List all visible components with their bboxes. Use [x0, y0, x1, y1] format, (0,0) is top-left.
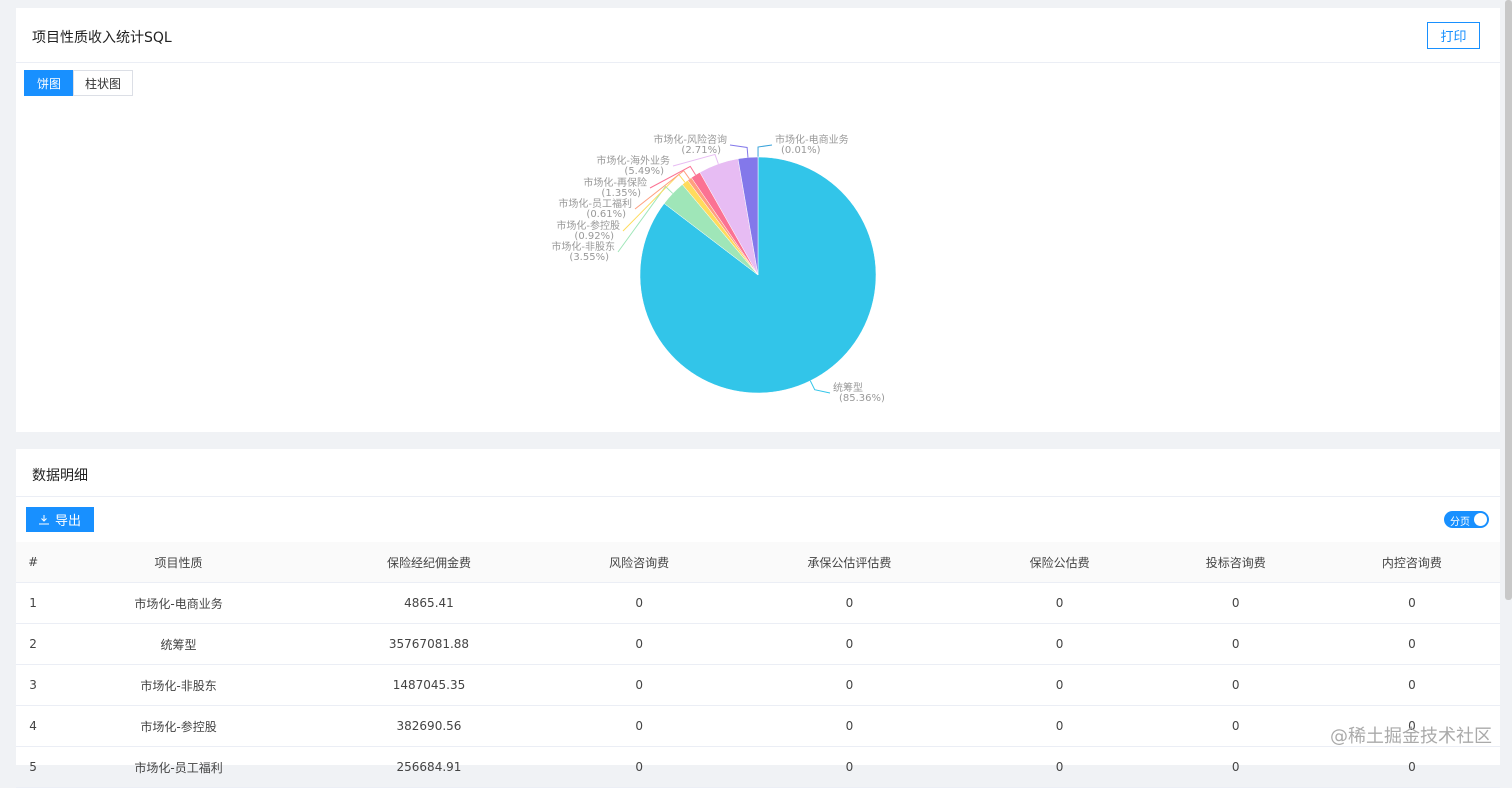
table-cell: 0	[551, 624, 727, 665]
table-cell: 1	[16, 583, 50, 624]
table-cell: 0	[727, 624, 971, 665]
table-cell: 0	[551, 583, 727, 624]
table-cell: 5	[16, 747, 50, 788]
download-icon	[39, 515, 49, 525]
pie-chart: 市场化-电商业务(0.01%)统筹型(85.36%)市场化-非股东(3.55%)…	[16, 8, 1500, 432]
table-cell: 市场化-电商业务	[50, 583, 307, 624]
table-cell: 382690.56	[307, 706, 551, 747]
column-header: 保险经纪佣金费	[307, 542, 551, 583]
paging-switch[interactable]: 分页	[1444, 511, 1489, 528]
slice-percent: (0.92%)	[574, 231, 614, 242]
table-cell: 0	[551, 706, 727, 747]
column-header: 风险咨询费	[551, 542, 727, 583]
table-cell: 0	[972, 747, 1148, 788]
slice-percent: (3.55%)	[569, 252, 609, 263]
page: 项目性质收入统计SQL 打印 饼图 柱状图 市场化-电商业务(0.01%)统筹型…	[0, 0, 1512, 765]
table-cell: 4	[16, 706, 50, 747]
table-cell: 35767081.88	[307, 624, 551, 665]
table-cell: 0	[727, 583, 971, 624]
table-cell: 0	[727, 706, 971, 747]
table-cell: 市场化-非股东	[50, 665, 307, 706]
table-cell: 0	[551, 747, 727, 788]
column-header: 投标咨询费	[1148, 542, 1324, 583]
export-button[interactable]: 导出	[26, 507, 94, 532]
table-cell: 0	[727, 665, 971, 706]
table-cell: 0	[551, 665, 727, 706]
detail-card: 数据明细 导出 分页 #项目性质保险经纪佣金费风险咨询费承保公估评估费保险公估费…	[16, 449, 1500, 765]
scrollbar	[1505, 0, 1512, 600]
leader-line	[730, 145, 748, 157]
header-row: #项目性质保险经纪佣金费风险咨询费承保公估评估费保险公估费投标咨询费内控咨询费	[16, 542, 1500, 583]
chart-card: 项目性质收入统计SQL 打印 饼图 柱状图 市场化-电商业务(0.01%)统筹型…	[16, 8, 1500, 432]
column-header: 内控咨询费	[1324, 542, 1500, 583]
table-cell: 0	[1148, 747, 1324, 788]
slice-percent: (0.61%)	[586, 209, 626, 220]
table-cell: 统筹型	[50, 624, 307, 665]
table-cell: 256684.91	[307, 747, 551, 788]
switch-knob	[1474, 513, 1487, 526]
table-cell: 0	[1324, 624, 1500, 665]
table-cell: 0	[972, 665, 1148, 706]
detail-table: #项目性质保险经纪佣金费风险咨询费承保公估评估费保险公估费投标咨询费内控咨询费 …	[16, 542, 1500, 788]
column-header: 项目性质	[50, 542, 307, 583]
table-cell: 1487045.35	[307, 665, 551, 706]
table-cell: 0	[972, 583, 1148, 624]
divider	[16, 496, 1500, 497]
table-cell: 0	[1148, 624, 1324, 665]
table-cell: 2	[16, 624, 50, 665]
table-cell: 0	[1148, 665, 1324, 706]
slice-percent: (2.71%)	[681, 145, 721, 156]
table-cell: 4865.41	[307, 583, 551, 624]
switch-label: 分页	[1450, 513, 1470, 528]
table-cell: 市场化-参控股	[50, 706, 307, 747]
table-cell: 0	[727, 747, 971, 788]
leader-line	[758, 145, 772, 157]
table-cell: 0	[1324, 583, 1500, 624]
column-header: #	[16, 542, 50, 583]
export-label: 导出	[55, 510, 81, 529]
table-cell: 市场化-员工福利	[50, 747, 307, 788]
watermark: @稀土掘金技术社区	[1330, 722, 1492, 748]
card-title: 数据明细	[32, 465, 88, 485]
table-cell: 0	[972, 624, 1148, 665]
leader-line	[673, 154, 718, 166]
slice-percent: (0.01%)	[781, 145, 821, 156]
slice-percent: (1.35%)	[601, 188, 641, 199]
slice-percent: (5.49%)	[624, 166, 664, 177]
table-cell: 0	[972, 706, 1148, 747]
table-cell: 0	[1324, 665, 1500, 706]
leader-line	[810, 381, 830, 393]
column-header: 承保公估评估费	[727, 542, 971, 583]
column-header: 保险公估费	[972, 542, 1148, 583]
table-cell: 3	[16, 665, 50, 706]
table-cell: 0	[1148, 583, 1324, 624]
table-cell: 0	[1148, 706, 1324, 747]
table-cell: 0	[1324, 747, 1500, 788]
slice-percent: (85.36%)	[839, 393, 885, 404]
